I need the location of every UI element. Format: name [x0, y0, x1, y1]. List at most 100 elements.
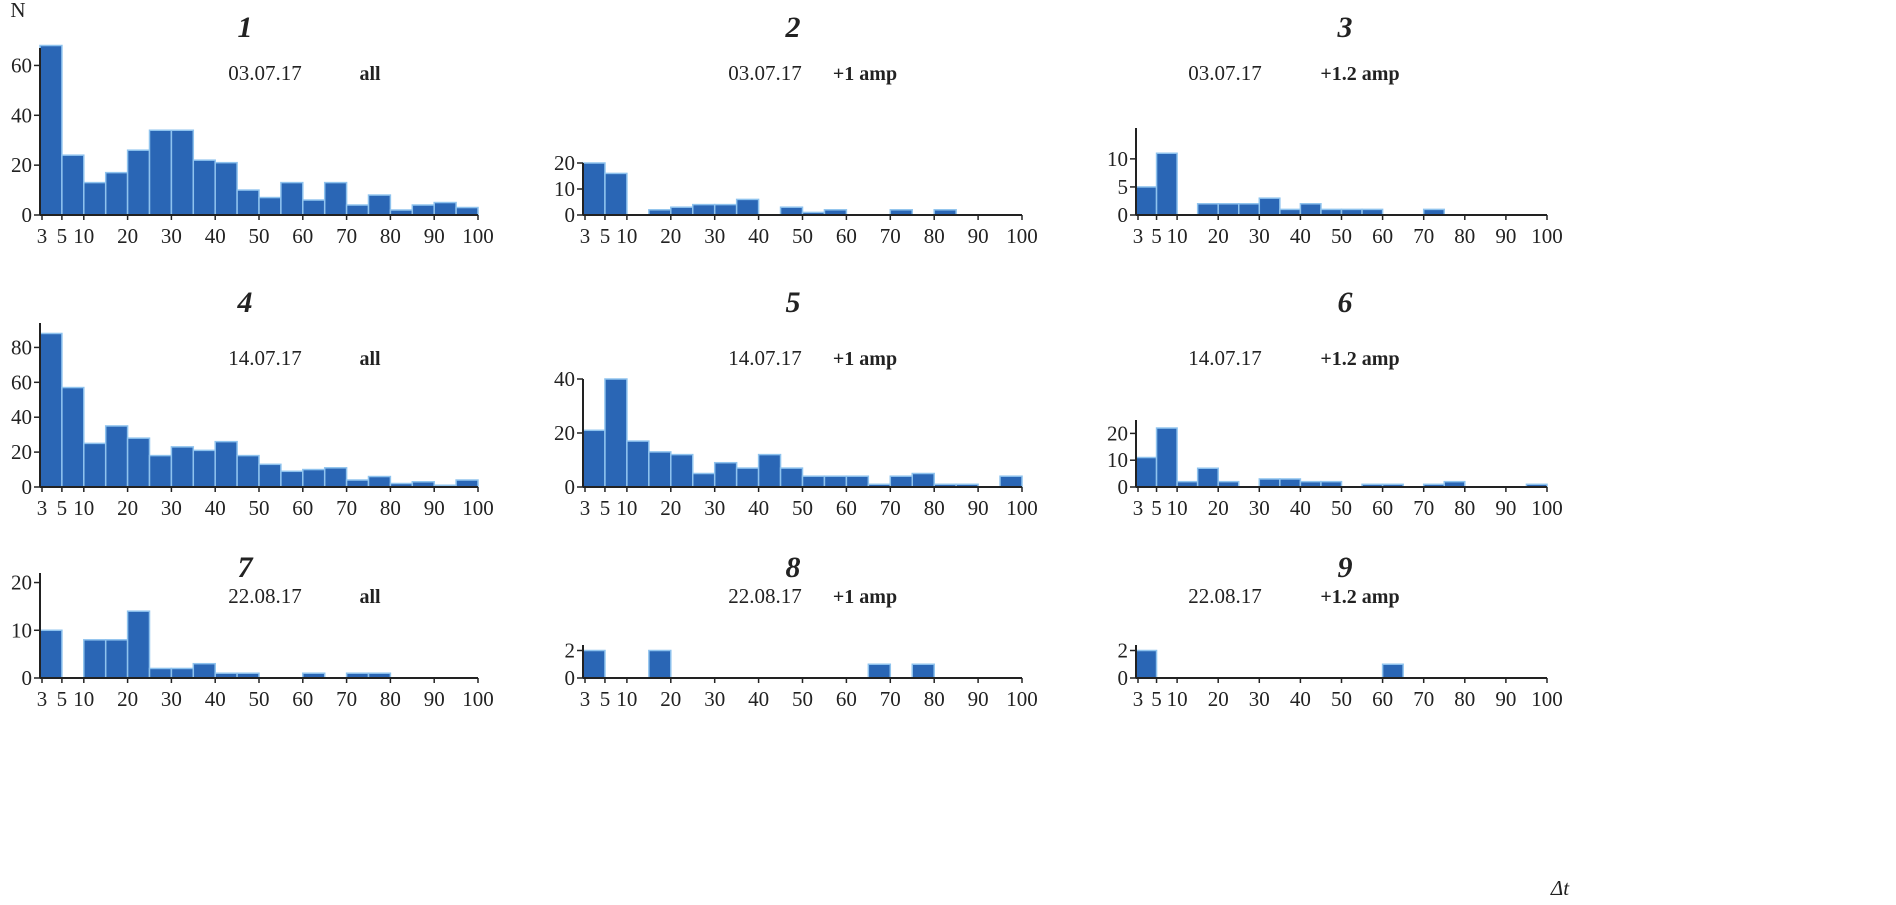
y-tick-label: 0 — [565, 475, 576, 499]
bar — [455, 479, 479, 488]
bar — [148, 454, 173, 488]
x-tick-label: 100 — [1006, 496, 1038, 520]
y-tick-label: 0 — [1118, 203, 1129, 227]
x-tick-label: 100 — [462, 224, 494, 248]
y-tick-label: 40 — [11, 103, 32, 127]
y-tick-label: 0 — [1118, 475, 1129, 499]
x-tick-label: 80 — [924, 224, 945, 248]
y-tick-label: 2 — [565, 639, 576, 663]
bar — [170, 667, 195, 679]
y-tick-label: 10 — [11, 618, 32, 642]
x-tick-label: 60 — [836, 224, 857, 248]
panel-condition: +1 amp — [833, 63, 897, 85]
bar — [367, 194, 392, 216]
bar — [126, 149, 151, 216]
x-tick-label: 90 — [968, 224, 989, 248]
x-tick-label: 70 — [1413, 496, 1434, 520]
x-tick-label: 100 — [462, 496, 494, 520]
x-tick-label: 70 — [880, 496, 901, 520]
x-tick-label: 10 — [616, 496, 637, 520]
panel-date: 03.07.17 — [228, 61, 302, 85]
x-tick-label: 90 — [424, 496, 445, 520]
x-tick-label: 3 — [37, 687, 48, 711]
x-tick-label: 10 — [1167, 224, 1188, 248]
bar — [1135, 649, 1158, 679]
panel-date: 14.07.17 — [228, 346, 302, 370]
bar — [302, 199, 326, 216]
x-tick-label: 5 — [1151, 496, 1162, 520]
panel-date: 14.07.17 — [1188, 346, 1262, 370]
bar — [236, 454, 260, 488]
bar — [648, 451, 672, 488]
x-tick-label: 100 — [1006, 224, 1038, 248]
bar — [214, 161, 238, 216]
bar — [1196, 203, 1219, 216]
bar — [1155, 427, 1178, 488]
bar — [39, 629, 63, 679]
bar — [104, 425, 129, 488]
x-tick-label: 20 — [117, 496, 138, 520]
x-tick-label: 90 — [968, 687, 989, 711]
x-tick-label: 50 — [1331, 224, 1352, 248]
x-tick-label: 3 — [580, 687, 591, 711]
x-tick-label: 100 — [462, 687, 494, 711]
x-tick-label: 40 — [205, 496, 226, 520]
x-tick-label: 80 — [924, 687, 945, 711]
bar — [280, 470, 304, 488]
x-tick-label: 80 — [1454, 687, 1475, 711]
bar — [670, 206, 694, 216]
bar — [61, 154, 85, 216]
panel-condition: +1 amp — [833, 586, 897, 608]
panel-condition: +1.2 amp — [1320, 586, 1399, 608]
bar — [302, 468, 326, 488]
x-tick-label: 30 — [1249, 224, 1270, 248]
x-tick-label: 3 — [1133, 496, 1144, 520]
x-tick-label: 80 — [924, 496, 945, 520]
panel-8: 3 5 10 20 30 40 50 60 70 80 90 100 0 2 822.08.17 +1 amp — [565, 551, 1038, 711]
x-tick-label: 3 — [1133, 687, 1144, 711]
bar — [779, 206, 804, 216]
x-tick-label: 5 — [600, 687, 611, 711]
x-tick-label: 20 — [1208, 224, 1229, 248]
x-tick-label: 40 — [748, 224, 769, 248]
bar — [170, 129, 195, 216]
x-tick-label: 70 — [1413, 687, 1434, 711]
x-tick-label: 80 — [380, 224, 401, 248]
y-tick-label: 0 — [22, 203, 33, 227]
y-tick-label: 0 — [22, 666, 33, 690]
bar — [911, 472, 935, 488]
bar — [801, 475, 826, 488]
bar — [1381, 663, 1404, 679]
x-tick-label: 40 — [1290, 687, 1311, 711]
y-tick-label: 60 — [11, 53, 32, 77]
bar — [735, 467, 760, 488]
panel-number: 5 — [786, 286, 801, 319]
bar — [1258, 478, 1281, 488]
x-tick-label: 100 — [1531, 687, 1563, 711]
x-tick-label: 40 — [748, 687, 769, 711]
panel-condition: +1 amp — [833, 348, 897, 370]
x-tick-label: 20 — [1208, 496, 1229, 520]
y-tick-label: 5 — [1118, 175, 1129, 199]
bar — [61, 386, 85, 488]
panel-number: 2 — [785, 11, 801, 44]
panel-number: 3 — [1337, 11, 1353, 44]
bar — [626, 440, 650, 488]
y-tick-label: 20 — [1107, 421, 1128, 445]
x-tick-label: 3 — [37, 496, 48, 520]
x-tick-label: 50 — [1331, 496, 1352, 520]
bar — [236, 189, 260, 216]
x-tick-label: 20 — [117, 224, 138, 248]
panel-4: 3 5 10 20 30 40 50 60 70 80 90 100 0 20 40 60 80 4 14.07.1… — [11, 286, 494, 520]
x-tick-label: 70 — [336, 496, 357, 520]
x-tick-label: 70 — [336, 687, 357, 711]
panel-number: 6 — [1338, 286, 1353, 319]
bar — [713, 461, 738, 488]
x-tick-label: 5 — [57, 687, 68, 711]
bar — [1299, 203, 1322, 216]
y-tick-label: 10 — [1107, 448, 1128, 472]
y-tick-label: 10 — [554, 177, 575, 201]
x-tick-label: 10 — [616, 687, 637, 711]
